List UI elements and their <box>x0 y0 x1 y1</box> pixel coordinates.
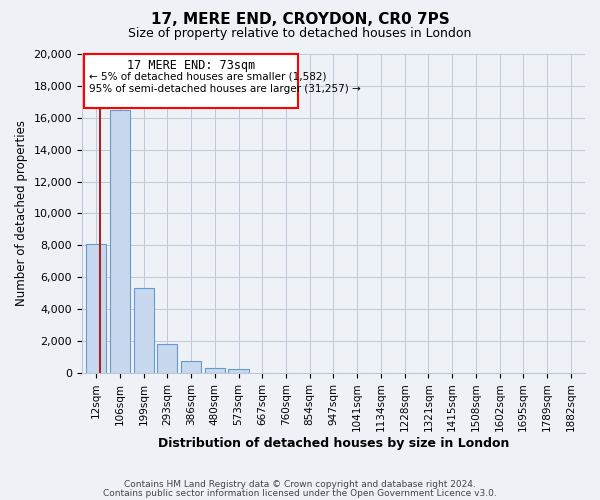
Text: 17, MERE END, CROYDON, CR0 7PS: 17, MERE END, CROYDON, CR0 7PS <box>151 12 449 28</box>
Y-axis label: Number of detached properties: Number of detached properties <box>15 120 28 306</box>
Text: 95% of semi-detached houses are larger (31,257) →: 95% of semi-detached houses are larger (… <box>89 84 361 94</box>
Bar <box>110 110 130 373</box>
Text: 17 MERE END: 73sqm: 17 MERE END: 73sqm <box>127 59 255 72</box>
Text: Contains public sector information licensed under the Open Government Licence v3: Contains public sector information licen… <box>103 488 497 498</box>
Bar <box>229 370 248 373</box>
Bar <box>157 344 178 373</box>
Bar <box>134 288 154 373</box>
Bar <box>86 244 106 373</box>
X-axis label: Distribution of detached houses by size in London: Distribution of detached houses by size … <box>158 437 509 450</box>
Bar <box>205 368 225 373</box>
Text: ← 5% of detached houses are smaller (1,582): ← 5% of detached houses are smaller (1,5… <box>89 72 326 82</box>
Text: Size of property relative to detached houses in London: Size of property relative to detached ho… <box>128 28 472 40</box>
Bar <box>181 361 201 373</box>
FancyBboxPatch shape <box>84 54 298 108</box>
Text: Contains HM Land Registry data © Crown copyright and database right 2024.: Contains HM Land Registry data © Crown c… <box>124 480 476 489</box>
